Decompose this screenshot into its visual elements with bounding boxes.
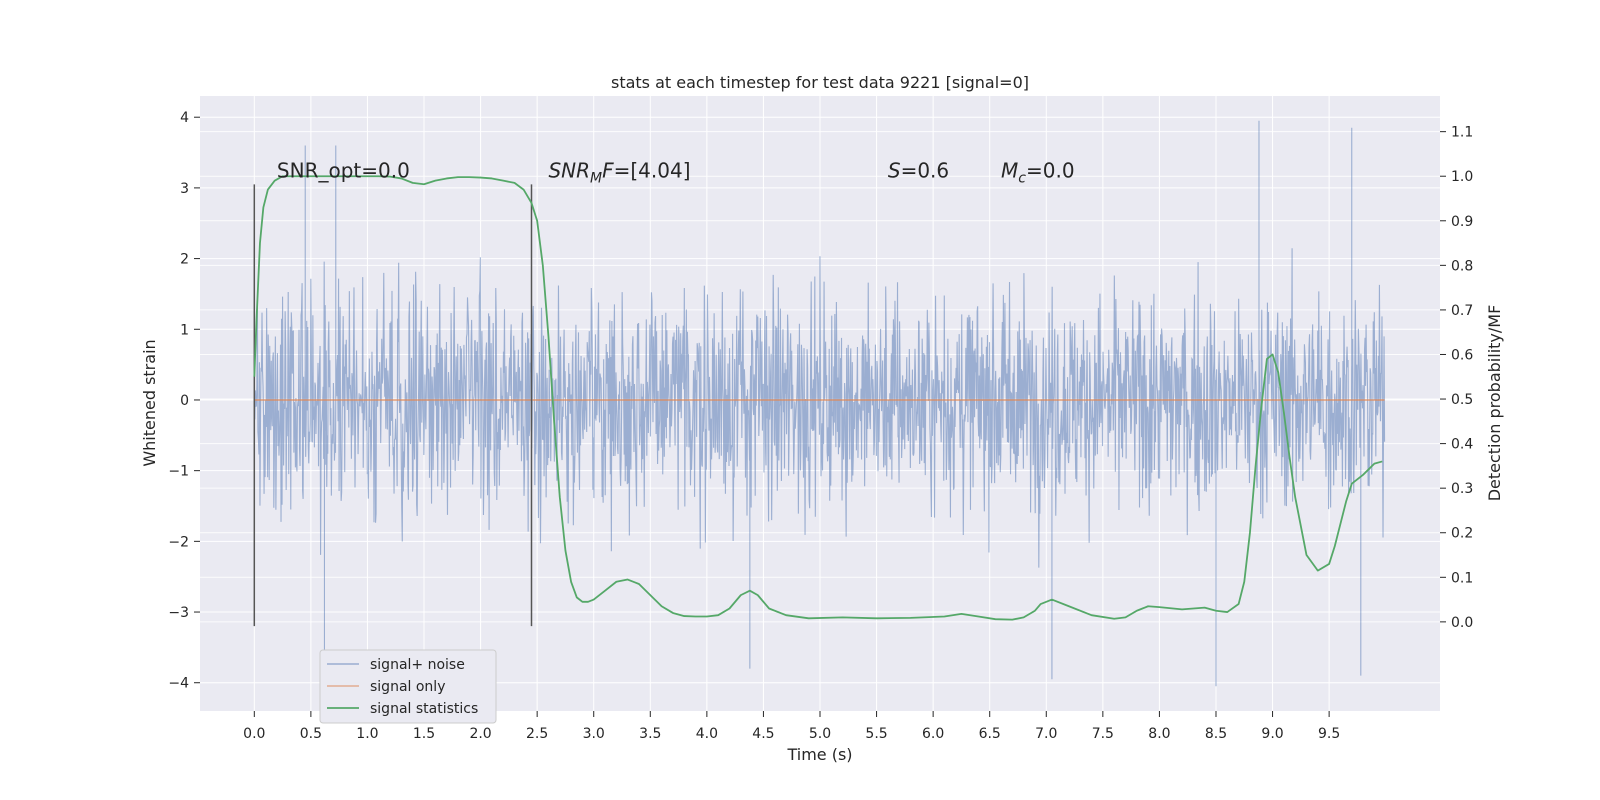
annotation-text: S=0.6 xyxy=(888,158,949,182)
x-tick-label: 8.0 xyxy=(1148,726,1170,742)
legend-box xyxy=(319,649,497,724)
y-right-tick-label: 0.2 xyxy=(1451,526,1473,542)
annotation-tail-italic: F xyxy=(602,158,614,182)
annotation-text: Mc=0.0 xyxy=(1001,158,1075,186)
right-y-ticks: 1.1 1.0 0.9 0.8 0.7 0.6 0.5 0.4 0.3 0.2 0.1 0.0 xyxy=(1440,125,1473,631)
x-tick-label: 4.0 xyxy=(696,726,718,742)
annotation-text: SNRMF=[4.04] xyxy=(548,158,690,186)
x-tick-label: 3.0 xyxy=(583,726,605,742)
annotation-main: M xyxy=(1001,158,1018,182)
x-tick-label: 5.0 xyxy=(809,726,831,742)
x-tick-label: 9.0 xyxy=(1261,726,1283,742)
annotation-text: SNR_opt=0.0 xyxy=(277,158,410,182)
y-tick-label: −2 xyxy=(168,534,189,550)
y-right-tick-label: 0.9 xyxy=(1451,214,1473,230)
annotation-tail: =0.0 xyxy=(1026,158,1075,182)
y-right-tick-label: 0.5 xyxy=(1451,392,1473,408)
annotation-main: SNR xyxy=(548,158,590,182)
x-tick-label: 4.5 xyxy=(752,726,774,742)
y-axis-label-right: Detection probability/MF xyxy=(1485,305,1504,502)
legend-entry-statistics: signal statistics xyxy=(370,701,478,717)
x-tick-label: 1.0 xyxy=(356,726,378,742)
noise-series xyxy=(253,120,1386,687)
x-tick-label: 8.5 xyxy=(1205,726,1227,742)
y-right-tick-label: 1.1 xyxy=(1451,125,1473,141)
y-right-tick-label: 0.4 xyxy=(1451,437,1473,453)
x-tick-label: 7.5 xyxy=(1092,726,1114,742)
x-tick-label: 6.5 xyxy=(979,726,1001,742)
noise-trace xyxy=(253,120,1386,687)
x-tick-label: 1.5 xyxy=(413,726,435,742)
y-right-tick-label: 1.0 xyxy=(1451,169,1473,185)
annotation-main: S xyxy=(888,158,901,182)
y-tick-label: −1 xyxy=(168,464,189,480)
y-tick-label: 3 xyxy=(180,181,189,197)
x-ticks: 0.0 0.5 1.0 1.5 2.0 2.5 3.0 3.5 4.0 4.5 5.0 5.5 6.0 6… xyxy=(243,711,1340,742)
annotations: SNR_opt=0.0 SNRMF=[4.04] S=0.6 Mc=0.0 xyxy=(277,158,1075,186)
chart-title: stats at each timestep for test data 922… xyxy=(611,73,1029,92)
x-tick-label: 9.5 xyxy=(1318,726,1340,742)
annotation-sub: c xyxy=(1018,170,1026,186)
x-tick-label: 0.5 xyxy=(300,726,322,742)
x-axis-label: Time (s) xyxy=(786,745,852,764)
y-right-tick-label: 0.0 xyxy=(1451,615,1473,631)
y-right-tick-label: 0.8 xyxy=(1451,258,1473,274)
y-right-tick-label: 0.1 xyxy=(1451,570,1473,586)
x-tick-label: 5.5 xyxy=(865,726,887,742)
legend: signal+ noise signal only signal statist… xyxy=(319,649,497,724)
x-tick-label: 0.0 xyxy=(243,726,265,742)
annotation-sub: M xyxy=(590,170,602,186)
y-right-tick-label: 0.6 xyxy=(1451,347,1473,363)
window-markers xyxy=(253,184,533,627)
y-tick-label: 1 xyxy=(180,322,189,338)
annotation-tail: =[4.04] xyxy=(614,158,691,182)
y-right-tick-label: 0.3 xyxy=(1451,481,1473,497)
statistics-series xyxy=(253,175,1383,621)
y-tick-label: −4 xyxy=(168,676,189,692)
x-tick-label: 3.5 xyxy=(639,726,661,742)
x-tick-label: 2.5 xyxy=(526,726,548,742)
left-y-ticks: 4 3 2 1 0 −1 −2 −3 −4 xyxy=(168,110,200,692)
annotation-tail: =0.6 xyxy=(901,158,950,182)
y-right-tick-label: 0.7 xyxy=(1451,303,1473,319)
legend-entry-signal: signal only xyxy=(370,679,445,695)
y-tick-label: 2 xyxy=(180,252,189,268)
y-axis-label: Whitened strain xyxy=(140,339,159,466)
x-tick-label: 7.0 xyxy=(1035,726,1057,742)
x-tick-label: 2.0 xyxy=(469,726,491,742)
y-tick-label: 4 xyxy=(180,110,189,126)
y-tick-label: 0 xyxy=(180,393,189,409)
legend-entry-noise: signal+ noise xyxy=(370,657,465,673)
y-tick-label: −3 xyxy=(168,605,189,621)
x-tick-label: 6.0 xyxy=(922,726,944,742)
statistics-line xyxy=(253,175,1383,621)
